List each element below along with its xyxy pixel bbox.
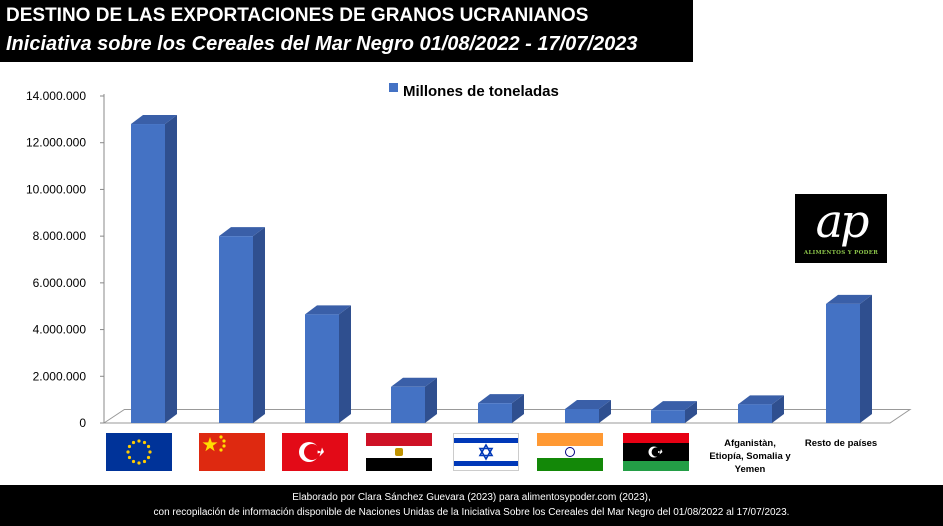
- bar-chart: 0 2.000.000 4.000.000 6.000.000 8.000.000 10.…: [26, 83, 912, 430]
- bar: [826, 303, 860, 423]
- bar: [478, 403, 512, 423]
- eu-star: [148, 450, 152, 454]
- eu-stars-icon: [126, 439, 152, 465]
- y-tick-label: 4.000.000: [33, 323, 87, 337]
- eu-star: [127, 444, 132, 449]
- bar-top: [305, 305, 351, 315]
- y-tick-label: 0: [79, 416, 86, 430]
- bar-top: [826, 294, 872, 304]
- footer: Elaborado por Clara Sánchez Guevara (202…: [0, 485, 943, 526]
- eu-star: [146, 455, 151, 460]
- eu-star: [126, 450, 130, 454]
- libya-crescent-icon: [648, 446, 663, 458]
- eu-star: [131, 440, 136, 445]
- bar-side: [425, 377, 437, 423]
- bar: [651, 410, 685, 423]
- bar-top: [219, 227, 265, 237]
- y-tick-label: 8.000.000: [33, 229, 87, 243]
- star-of-david-icon: [478, 443, 494, 461]
- eu-flag: [106, 433, 172, 471]
- eu-star: [142, 440, 147, 445]
- bar-top: [565, 399, 611, 409]
- bar-side: [860, 294, 872, 423]
- bar: [219, 236, 253, 423]
- bar: [391, 386, 425, 423]
- logo-mark: ap: [815, 194, 870, 248]
- india-flag: [537, 433, 603, 471]
- bar-top: [391, 377, 437, 387]
- y-tick-label: 6.000.000: [33, 276, 87, 290]
- bar-side: [512, 394, 524, 423]
- bar-side: [599, 399, 611, 423]
- bar-side: [685, 401, 697, 423]
- title-banner: DESTINO DE LAS EXPORTACIONES DE GRANOS U…: [0, 0, 693, 62]
- eagle-icon: [395, 448, 403, 456]
- footer-line-1: Elaborado por Clara Sánchez Guevara (202…: [292, 492, 651, 503]
- bar-side: [253, 227, 265, 423]
- bar: [565, 408, 599, 423]
- legend-swatch: [389, 83, 398, 92]
- bar-side: [339, 305, 351, 423]
- bar-side: [165, 115, 177, 424]
- logo-subtitle: ALIMENTOS Y PODER: [803, 250, 879, 256]
- egypt-flag: [366, 433, 432, 471]
- bar: [131, 124, 165, 424]
- y-tick-label: 10.000.000: [26, 182, 86, 196]
- israel-flag: [453, 433, 519, 471]
- eu-star: [137, 439, 141, 443]
- libya-flag: [623, 433, 689, 471]
- eu-star: [146, 444, 151, 449]
- bar: [305, 314, 339, 423]
- eu-star: [127, 455, 132, 460]
- eu-star: [131, 459, 136, 464]
- chart-subtitle: Iniciativa sobre los Cereales del Mar Ne…: [6, 33, 638, 55]
- eu-star: [142, 459, 147, 464]
- chart-title: DESTINO DE LAS EXPORTACIONES DE GRANOS U…: [6, 5, 589, 26]
- y-tick-label: 2.000.000: [33, 369, 87, 383]
- category-label-resto: Resto de países: [804, 438, 878, 449]
- y-tick-label: 12.000.000: [26, 136, 86, 150]
- china-stars-icon: [202, 435, 226, 452]
- footer-line-2: con recopilación de información disponib…: [153, 507, 790, 518]
- bar-top: [651, 401, 697, 411]
- bar: [738, 404, 772, 423]
- eu-star: [137, 461, 141, 465]
- ap-logo: ap ALIMENTOS Y PODER: [795, 194, 887, 263]
- bar-top: [738, 395, 784, 405]
- category-label-afganistan: Afganistàn, Etiopía, Somalia y Yemen: [709, 438, 791, 475]
- y-tick-label: 14.000.000: [26, 89, 86, 103]
- chakra-icon: [565, 447, 575, 457]
- turkey-flag: [282, 433, 348, 471]
- bar-top: [131, 115, 177, 125]
- bar-side: [772, 395, 784, 423]
- bar-top: [478, 394, 524, 404]
- china-flag: [199, 433, 265, 471]
- legend-label: Millones de toneladas: [403, 83, 559, 100]
- crescent-icon: [299, 442, 324, 462]
